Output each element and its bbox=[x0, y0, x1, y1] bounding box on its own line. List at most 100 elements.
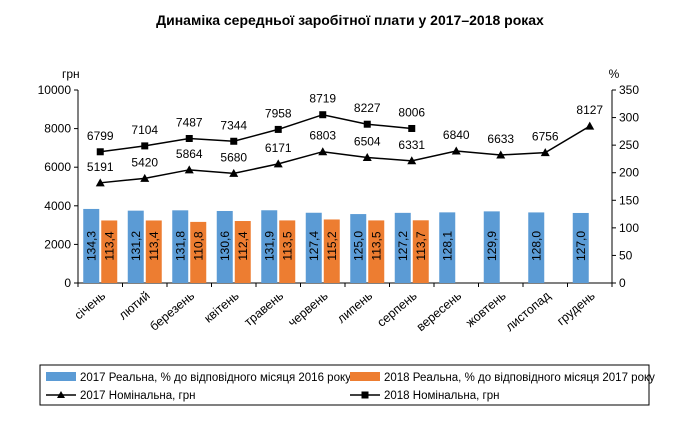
bar-value-label: 112,4 bbox=[236, 231, 250, 260]
right-tick-label: 350 bbox=[619, 83, 639, 97]
category-label: січень bbox=[72, 289, 109, 323]
right-axis-unit: % bbox=[609, 67, 620, 81]
triangle-marker bbox=[140, 173, 150, 182]
axes: 0 2000 4000 6000 8000 10000 0 50 100 150 200 250 300… bbox=[38, 83, 640, 290]
bar bbox=[190, 221, 207, 283]
legend-triangle-marker bbox=[57, 391, 65, 398]
legend-label: 2018 Номінальна, грн bbox=[384, 390, 499, 402]
square-marker bbox=[96, 148, 104, 156]
bar-value-label: 113,4 bbox=[147, 231, 161, 260]
bar-value-label: 128,1 bbox=[440, 231, 454, 261]
bar-value-label: 127,0 bbox=[574, 231, 588, 261]
category-label: вересень bbox=[414, 289, 464, 334]
bar-value-label: 129,9 bbox=[485, 231, 499, 261]
square-marker bbox=[363, 120, 371, 128]
triangle-marker bbox=[362, 152, 372, 161]
bar-value-label: 113,7 bbox=[414, 231, 428, 260]
triangle-marker bbox=[229, 168, 239, 177]
line-value-label: 8127 bbox=[576, 103, 603, 117]
bar bbox=[483, 211, 500, 283]
right-tick-label: 250 bbox=[619, 138, 639, 152]
line-value-label: 7344 bbox=[220, 118, 247, 132]
bar-value-label: 134,3 bbox=[84, 231, 98, 261]
line-value-label: 8719 bbox=[309, 92, 336, 106]
legend-label: 2018 Реальна, % до відповідного місяця 2… bbox=[384, 372, 655, 384]
triangle-marker bbox=[95, 178, 105, 187]
right-tick-label: 150 bbox=[619, 193, 639, 207]
bar bbox=[127, 210, 144, 283]
legend-label: 2017 Реальна, % до відповідного місяця 2… bbox=[80, 372, 351, 384]
line-value-label: 8006 bbox=[398, 105, 425, 119]
legend-square-marker bbox=[361, 391, 369, 399]
bar-value-label: 113,4 bbox=[102, 231, 116, 260]
line-value-label: 7958 bbox=[265, 106, 292, 120]
legend: 2017 Реальна, % до відповідного місяця 2… bbox=[39, 364, 655, 406]
line-value-label: 5864 bbox=[176, 147, 203, 161]
square-marker bbox=[274, 125, 282, 133]
legend-frame bbox=[39, 364, 650, 406]
category-label: липень bbox=[334, 289, 375, 326]
bar bbox=[368, 220, 385, 283]
bar-value-label: 113,5 bbox=[369, 231, 383, 260]
series-line bbox=[100, 125, 591, 184]
triangle-marker bbox=[407, 156, 417, 165]
bar-value-label: 131,2 bbox=[129, 231, 143, 261]
triangle-marker bbox=[451, 146, 461, 155]
left-tick-label: 4000 bbox=[44, 199, 71, 213]
bar-value-label: 127,4 bbox=[307, 231, 321, 261]
legend-swatch bbox=[350, 372, 380, 381]
left-tick-label: 2000 bbox=[44, 237, 71, 251]
line-value-label: 5680 bbox=[220, 150, 247, 164]
category-label: червень bbox=[285, 289, 330, 330]
line-value-label: 6171 bbox=[265, 141, 292, 155]
bar bbox=[528, 212, 545, 283]
right-tick-label: 50 bbox=[619, 248, 633, 262]
bar bbox=[572, 212, 589, 283]
bar bbox=[261, 210, 278, 283]
line-value-label: 6756 bbox=[532, 130, 559, 144]
line-value-label: 8227 bbox=[354, 101, 381, 115]
bar-value-label: 125,0 bbox=[351, 231, 365, 261]
triangle-marker bbox=[184, 165, 194, 174]
bar bbox=[216, 210, 233, 283]
triangle-marker bbox=[585, 121, 595, 130]
bar bbox=[172, 210, 189, 283]
category-label: квітень bbox=[201, 289, 241, 326]
line-value-label: 7104 bbox=[131, 123, 158, 137]
bar bbox=[323, 219, 340, 283]
legend-label: 2017 Номінальна, грн bbox=[80, 390, 195, 402]
bar-value-label: 113,5 bbox=[280, 231, 294, 260]
bar-value-label: 128,0 bbox=[529, 231, 543, 261]
left-tick-label: 8000 bbox=[44, 122, 71, 136]
bar-value-label: 131,9 bbox=[262, 231, 276, 261]
bar-value-label: 130,6 bbox=[218, 231, 232, 261]
bar-value-label: 127,2 bbox=[396, 231, 410, 261]
line-value-label: 6331 bbox=[398, 138, 425, 152]
left-tick-label: 0 bbox=[64, 276, 71, 290]
bar bbox=[350, 214, 367, 283]
category-label: листопад bbox=[503, 288, 554, 334]
square-marker bbox=[230, 137, 238, 145]
square-marker bbox=[319, 111, 327, 119]
bar bbox=[234, 221, 251, 283]
right-tick-label: 0 bbox=[619, 276, 626, 290]
line-value-label: 5191 bbox=[87, 160, 114, 174]
bar bbox=[305, 212, 322, 283]
series-line bbox=[100, 113, 412, 153]
bar bbox=[412, 220, 429, 283]
bar-value-label: 131,8 bbox=[173, 231, 187, 261]
bar-value-label: 110,8 bbox=[191, 231, 205, 260]
bar bbox=[83, 208, 100, 283]
right-tick-label: 100 bbox=[619, 221, 639, 235]
triangle-marker bbox=[540, 148, 550, 157]
line-value-label: 6799 bbox=[87, 129, 114, 143]
bar bbox=[279, 220, 296, 283]
bar bbox=[439, 212, 456, 283]
line-value-label: 5420 bbox=[131, 155, 158, 169]
right-tick-label: 200 bbox=[619, 166, 639, 180]
left-axis-unit: грн bbox=[62, 67, 80, 81]
bar bbox=[101, 220, 118, 283]
triangle-marker bbox=[273, 159, 283, 168]
